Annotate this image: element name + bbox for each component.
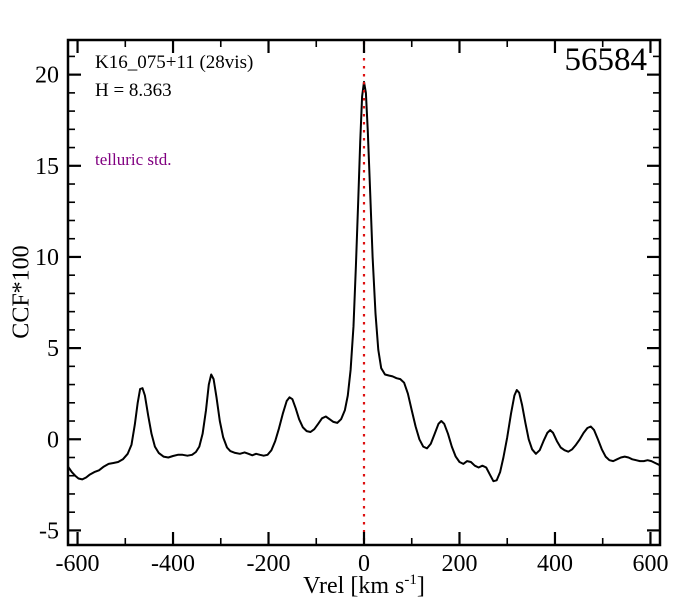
mjd-label: 56584 bbox=[564, 42, 648, 78]
y-tick-label: 10 bbox=[35, 245, 59, 271]
x-tick-label: 200 bbox=[441, 551, 477, 577]
x-axis-label-sup: -1 bbox=[404, 572, 417, 588]
x-tick-label: -600 bbox=[56, 551, 100, 577]
ccf-curve bbox=[67, 80, 660, 483]
major-ticks bbox=[68, 40, 660, 545]
x-tick-label: -200 bbox=[247, 551, 291, 577]
y-tick-label: 5 bbox=[47, 336, 59, 362]
x-axis-label-close: ] bbox=[416, 573, 425, 599]
y-tick-label: -5 bbox=[39, 518, 59, 544]
target-id-label: K16_075+11 (28vis) bbox=[95, 52, 254, 73]
x-tick-label: -400 bbox=[151, 551, 195, 577]
x-tick-label: 600 bbox=[632, 551, 668, 577]
y-axis-label: CCF*100 bbox=[8, 245, 35, 339]
x-axis-label: Vrel [km s-1] bbox=[303, 572, 425, 600]
tick-labels: -600 -400 -200 0 200 400 600 -5 0 5 10 15 20 bbox=[35, 63, 668, 577]
telluric-std-label: telluric std. bbox=[95, 150, 172, 169]
y-tick-label: 15 bbox=[35, 154, 59, 180]
y-tick-label: 20 bbox=[35, 63, 59, 89]
x-tick-label: 0 bbox=[358, 551, 370, 577]
x-axis-label-main: Vrel [km s bbox=[303, 573, 405, 599]
y-tick-label: 0 bbox=[47, 427, 59, 453]
h-magnitude-label: H = 8.363 bbox=[95, 80, 172, 101]
x-tick-label: 400 bbox=[537, 551, 573, 577]
minor-ticks bbox=[68, 40, 660, 545]
